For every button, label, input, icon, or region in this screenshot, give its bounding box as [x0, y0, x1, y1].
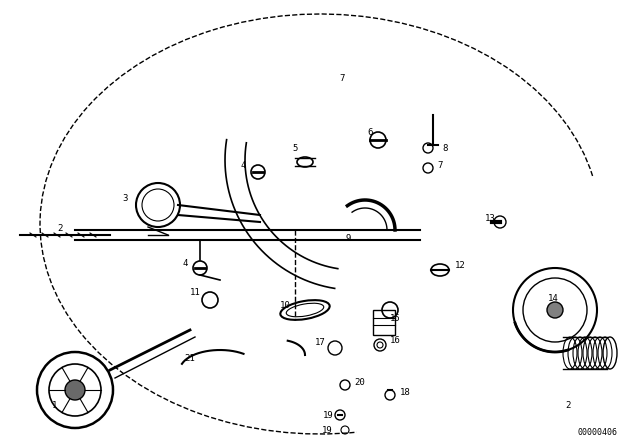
Text: 13: 13 [484, 214, 495, 223]
Text: 17: 17 [315, 337, 325, 346]
Text: 16: 16 [390, 336, 401, 345]
Text: 19: 19 [323, 410, 333, 419]
Text: 7: 7 [339, 73, 345, 82]
Text: 15: 15 [390, 314, 401, 323]
Bar [373, 310, 395, 335]
Text: 7: 7 [437, 160, 443, 169]
Text: 1: 1 [52, 401, 58, 409]
Text: 5: 5 [292, 143, 298, 152]
Text: 12: 12 [454, 260, 465, 270]
Text: 20: 20 [355, 378, 365, 387]
Text: 9: 9 [346, 233, 351, 242]
Text: 19: 19 [322, 426, 332, 435]
Text: 4: 4 [240, 160, 246, 169]
Text: 18: 18 [399, 388, 410, 396]
Text: 2: 2 [565, 401, 571, 409]
Text: 6: 6 [367, 128, 372, 137]
Text: 11: 11 [189, 288, 200, 297]
Circle shape [547, 302, 563, 318]
Text: 3: 3 [122, 194, 128, 202]
Circle shape [65, 380, 85, 400]
Text: 8: 8 [442, 143, 448, 152]
Text: 10: 10 [280, 301, 291, 310]
Text: 14: 14 [548, 293, 558, 302]
Text: 00000406: 00000406 [578, 427, 618, 436]
Text: 4: 4 [182, 258, 188, 267]
Text: 2: 2 [58, 224, 63, 233]
Text: 21: 21 [184, 353, 195, 362]
